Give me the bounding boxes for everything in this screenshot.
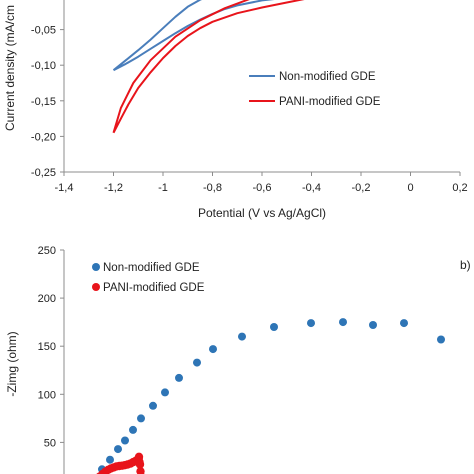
eis-legend-label-pani: PANI-modified GDE <box>103 282 205 294</box>
eis-y-tick-label: 150 <box>38 341 56 353</box>
cv-x-tick-label: -0,8 <box>203 182 222 194</box>
eis-y-tick-label: 200 <box>38 293 56 305</box>
eis-point-non-modified <box>238 332 246 341</box>
cv-chart-panel: 0,00-0,05-0,10-0,15-0,20-0,25 -1,4-1,2-1… <box>3 0 468 220</box>
cv-legend-label-pani: PANI-modified GDE <box>279 96 381 108</box>
eis-point-non-modified <box>307 319 315 328</box>
cv-x-tick-label: 0,2 <box>452 182 467 194</box>
eis-y-tick-label: 250 <box>38 245 56 257</box>
cv-legend-label-non-modified: Non-modified GDE <box>279 71 376 83</box>
eis-y-tick-labels: 250 200 150 100 50 <box>38 245 64 449</box>
eis-point-non-modified <box>149 401 157 410</box>
cv-y-tick-label: 0,00 <box>35 0 56 1</box>
eis-legend-marker-pani <box>92 283 100 291</box>
cv-legend: Non-modified GDE PANI-modified GDE <box>249 71 381 108</box>
cv-y-tick-label: -0,20 <box>31 131 56 143</box>
cv-y-tick-labels: 0,00 -0,05 -0,10 -0,15 -0,20 -0,25 <box>31 0 64 179</box>
cv-y-tick-label: -0,10 <box>31 60 56 72</box>
cv-y-tick-label: -0,25 <box>31 167 56 179</box>
eis-legend-marker-non-modified <box>92 263 100 271</box>
eis-point-non-modified <box>106 455 114 464</box>
cv-series-line-pani <box>112 0 305 134</box>
cv-x-tick-label: -1,2 <box>104 182 123 194</box>
eis-point-non-modified <box>270 323 278 331</box>
cv-series-line-non-modified <box>112 0 275 72</box>
cv-x-tick-label: 0 <box>407 182 413 194</box>
cv-series-group <box>112 0 305 134</box>
eis-point-non-modified <box>369 321 377 329</box>
eis-point-non-modified <box>339 318 347 327</box>
eis-y-tick-label: 100 <box>38 389 56 401</box>
eis-chart-panel: 250 200 150 100 50 -Zimg (ohm) b) Non-modifi… <box>5 245 471 474</box>
eis-point-pani <box>135 460 145 469</box>
cv-x-tick-labels: -1,4 -1,2 -1 -0,8 -0,6 -0,4 -0,2 0 0,2 <box>55 172 468 194</box>
cv-x-tick-label: -0,2 <box>352 182 371 194</box>
eis-point-non-modified <box>193 358 201 367</box>
eis-y-axis-title: -Zimg (ohm) <box>5 331 19 396</box>
eis-point-non-modified <box>437 335 445 344</box>
eis-point-non-modified <box>400 319 408 328</box>
eis-point-pani <box>137 471 145 474</box>
cv-x-tick-label: -0,4 <box>302 182 321 194</box>
eis-point-non-modified <box>175 373 183 382</box>
cv-y-tick-label: -0,05 <box>31 25 56 37</box>
cv-y-axis-title: Current density (mA/cm <box>3 5 17 131</box>
eis-panel-label: b) <box>460 258 471 272</box>
cv-x-tick-label: -0,6 <box>253 182 272 194</box>
cv-x-tick-label: -1,4 <box>55 182 74 194</box>
cv-x-tick-label: -1 <box>158 182 168 194</box>
eis-series-group <box>96 318 445 474</box>
eis-point-non-modified <box>121 436 129 445</box>
eis-point-non-modified <box>137 414 145 423</box>
eis-y-tick-label: 50 <box>44 437 56 449</box>
eis-point-non-modified <box>209 345 217 354</box>
eis-legend-label-non-modified: Non-modified GDE <box>103 262 200 274</box>
cv-y-tick-label: -0,15 <box>31 96 56 108</box>
eis-point-non-modified <box>129 425 137 434</box>
eis-point-non-modified <box>114 445 122 454</box>
cv-x-axis-title: Potential (V vs Ag/AgCl) <box>198 206 326 220</box>
eis-legend: Non-modified GDE PANI-modified GDE <box>92 262 205 294</box>
eis-point-non-modified <box>161 388 169 397</box>
